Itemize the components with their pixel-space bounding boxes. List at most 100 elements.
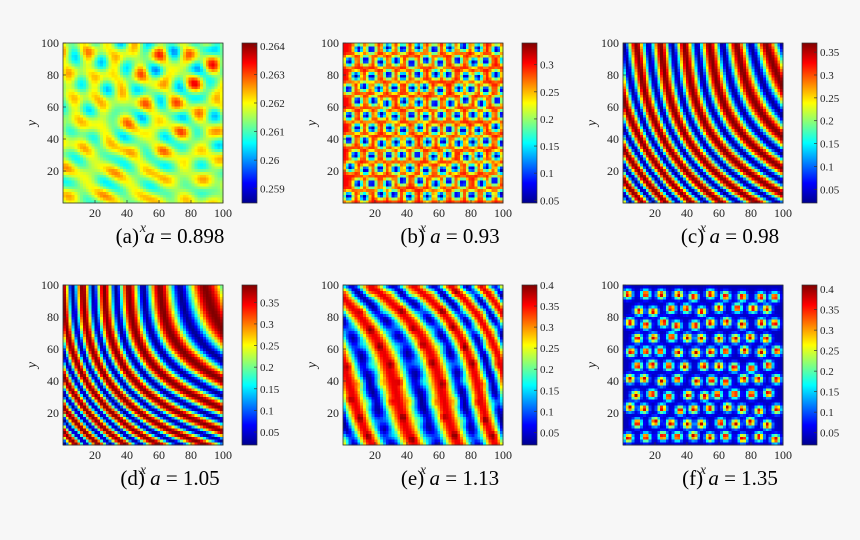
- heatmap-cell: [391, 68, 395, 72]
- heatmap-cell: [63, 43, 67, 47]
- heatmap-cell: [165, 157, 170, 161]
- heatmap-cell: [431, 57, 435, 61]
- heatmap-cell: [165, 131, 170, 135]
- heatmap-cell: [388, 191, 392, 195]
- heatmap-cell: [431, 145, 435, 150]
- heatmap-cell: [125, 60, 130, 64]
- heatmap-cell: [380, 163, 384, 167]
- heatmap-cell: [63, 88, 67, 92]
- heatmap-cell: [405, 54, 410, 58]
- heatmap-cell: [140, 43, 144, 47]
- heatmap-cell: [354, 80, 358, 84]
- heatmap-cell: [405, 51, 410, 55]
- heatmap-cell: [423, 94, 427, 98]
- heatmap-cell: [403, 163, 407, 167]
- heatmap-cell: [211, 80, 215, 84]
- heatmap-cells: [63, 43, 224, 204]
- heatmap-cell: [380, 191, 384, 195]
- heatmap-cell: [91, 83, 95, 87]
- heatmap-cell: [177, 174, 181, 178]
- heatmap-cell: [111, 111, 115, 115]
- heatmap-cell: [417, 143, 421, 147]
- heatmap-cell: [171, 185, 175, 190]
- heatmap-cell: [211, 71, 215, 75]
- heatmap-cell: [85, 168, 90, 172]
- heatmap-cell: [348, 80, 352, 84]
- heatmap-cell: [211, 105, 215, 110]
- heatmap-cell: [388, 94, 392, 98]
- heatmap-cell: [128, 183, 132, 187]
- heatmap-cell: [411, 65, 415, 70]
- heatmap-cell: [420, 51, 424, 55]
- heatmap-cell: [185, 145, 190, 150]
- heatmap-cell: [408, 80, 412, 84]
- heatmap-cell: [117, 105, 121, 110]
- heatmap-cell: [165, 177, 170, 181]
- heatmap-cell: [117, 163, 121, 167]
- heatmap-cell: [197, 57, 201, 61]
- heatmap-cell: [423, 194, 427, 198]
- heatmap-cell: [400, 74, 404, 78]
- heatmap-cell: [400, 120, 404, 124]
- heatmap-cell: [357, 165, 361, 170]
- heatmap-cell: [405, 171, 410, 175]
- heatmap-cell: [188, 54, 192, 58]
- heatmap-cell: [391, 125, 395, 130]
- heatmap-cell: [394, 140, 398, 144]
- heatmap-cell: [168, 91, 172, 95]
- heatmap-cell: [397, 165, 401, 170]
- heatmap-cell: [368, 114, 372, 118]
- heatmap-cell: [220, 65, 224, 70]
- heatmap-cell: [200, 151, 204, 155]
- heatmap-cell: [140, 200, 144, 204]
- heatmap-cell: [368, 151, 372, 155]
- heatmap-cell: [103, 103, 107, 107]
- heatmap-cell: [114, 194, 118, 198]
- heatmap-cell: [185, 148, 190, 152]
- heatmap-cell: [431, 65, 435, 70]
- heatmap-cell: [403, 183, 407, 187]
- heatmap-cell: [137, 108, 141, 112]
- heatmap-cell: [394, 157, 398, 161]
- heatmap-cell: [77, 165, 81, 170]
- heatmap-cell: [394, 77, 398, 81]
- heatmap-cell: [354, 54, 358, 58]
- heatmap-cell: [185, 174, 190, 178]
- heatmap-cell: [77, 117, 81, 121]
- heatmap-cell: [63, 77, 67, 81]
- heatmap-cell: [211, 68, 215, 72]
- heatmap-cell: [354, 45, 358, 50]
- heatmap-cell: [411, 120, 415, 124]
- heatmap-cell: [405, 157, 410, 161]
- heatmap-cell: [157, 197, 161, 201]
- heatmap-cell: [97, 100, 101, 104]
- heatmap-cell: [365, 94, 370, 98]
- heatmap-cell: [220, 71, 224, 75]
- heatmap-cell: [100, 128, 104, 132]
- heatmap-cell: [357, 111, 361, 115]
- heatmap-cell: [117, 197, 121, 201]
- heatmap-cell: [368, 157, 372, 161]
- heatmap-cell: [143, 65, 147, 70]
- heatmap-cell: [174, 143, 178, 147]
- heatmap-cell: [171, 83, 175, 87]
- heatmap-cell: [377, 100, 381, 104]
- heatmap-cell: [111, 91, 115, 95]
- heatmap-cell: [365, 134, 370, 138]
- heatmap-cell: [117, 131, 121, 135]
- heatmap-cell: [371, 85, 375, 90]
- heatmap-cell: [100, 185, 104, 190]
- heatmap-cell: [91, 88, 95, 92]
- heatmap-cell: [360, 48, 364, 52]
- heatmap-cell: [100, 71, 104, 75]
- heatmap-cell: [157, 108, 161, 112]
- heatmap-cell: [100, 57, 104, 61]
- heatmap-cell: [394, 160, 398, 164]
- heatmap-cell: [343, 177, 347, 181]
- heatmap-cell: [174, 45, 178, 50]
- heatmap-cell: [65, 91, 70, 95]
- heatmap-cell: [128, 151, 132, 155]
- heatmap-cell: [400, 145, 404, 150]
- heatmap-cell: [360, 191, 364, 195]
- heatmap-cell: [397, 105, 401, 110]
